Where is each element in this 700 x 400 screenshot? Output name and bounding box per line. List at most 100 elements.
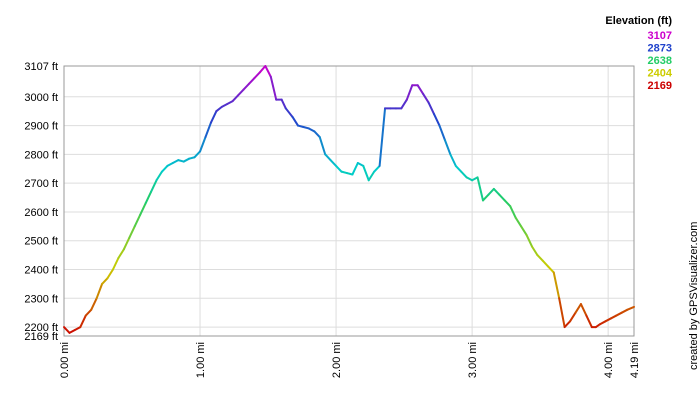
elevation-segment [284, 107, 294, 118]
elevation-segment [111, 256, 120, 271]
elevation-segment [367, 170, 376, 182]
y-tick-label: 2700 ft [24, 178, 58, 190]
legend-entry: 2873 [648, 43, 672, 55]
elevation-segment [536, 254, 544, 262]
legend-title: Elevation (ft) [605, 15, 672, 27]
elevation-segment [101, 277, 109, 285]
elevation-segment [487, 187, 495, 196]
legend-entry: 2638 [648, 55, 672, 67]
elevation-segment [63, 326, 71, 334]
y-tick-label: 2900 ft [24, 121, 58, 133]
elevation-segment [503, 199, 512, 208]
y-tick-label: 2500 ft [24, 236, 58, 248]
y-tick-label: 2200 ft [24, 322, 58, 334]
elevation-segment [378, 107, 387, 167]
elevation-segment [492, 187, 501, 196]
elevation-segment [150, 179, 158, 193]
elevation-segment [626, 305, 635, 311]
elevation-segment [215, 105, 223, 113]
elevation-segment [193, 150, 202, 159]
elevation-segment [133, 213, 142, 228]
elevation-segment [280, 98, 287, 110]
elevation-segment [356, 162, 365, 167]
elevation-segment [95, 282, 104, 300]
elevation-segment [498, 193, 506, 202]
elevation-segment [155, 170, 163, 182]
elevation-segment [585, 314, 593, 329]
elevation-segment [481, 193, 490, 202]
elevation-segment [433, 113, 441, 127]
y-tick-label: 2300 ft [24, 293, 58, 305]
elevation-segment [117, 248, 125, 259]
elevation-segment [204, 121, 212, 139]
x-tick-label: 2.00 mi [331, 342, 343, 378]
elevation-segment [182, 157, 191, 163]
elevation-segment [79, 314, 87, 329]
elevation-segment [166, 162, 174, 167]
elevation-segment [144, 190, 153, 205]
elevation-segment [514, 216, 523, 228]
legend-entry: 3107 [648, 30, 672, 42]
elevation-segment [615, 311, 623, 317]
elevation-segment [313, 130, 321, 139]
elevation-segment [416, 84, 425, 95]
elevation-segment [422, 92, 430, 104]
elevation-segment [237, 88, 245, 97]
axis-layer [63, 65, 635, 337]
elevation-segment [563, 320, 572, 329]
elevation-segment [199, 136, 207, 153]
elevation-segment [307, 127, 316, 133]
elevation-segment [253, 71, 261, 80]
x-tick-label: 4.19 mi [629, 342, 641, 378]
x-tick-label: 1.00 mi [195, 342, 207, 378]
elevation-segment [558, 297, 566, 329]
x-tick-label: 3.00 mi [467, 342, 479, 378]
elevation-segment [552, 271, 561, 300]
elevation-segment [324, 153, 332, 162]
credit-text: created by GPSVisualizer.com [688, 222, 700, 370]
grid-layer [64, 65, 634, 336]
elevation-segment [209, 110, 218, 124]
elevation-segment [139, 202, 147, 216]
elevation-segment [90, 297, 98, 311]
y-tick-label: 2169 ft [24, 331, 58, 343]
y-tick-label: 2600 ft [24, 207, 58, 219]
elevation-segment [291, 115, 299, 127]
x-tick-label: 0.00 mi [59, 342, 71, 378]
y-tick-label: 2800 ft [24, 149, 58, 161]
elevation-segment [525, 233, 533, 248]
elevation-segment [373, 164, 381, 173]
elevation-segment [226, 100, 234, 105]
elevation-segment [427, 101, 436, 116]
elevation-segment [400, 98, 408, 110]
elevation-segment [84, 308, 93, 317]
elevation-segment [351, 162, 359, 176]
elevation-segment [541, 259, 550, 268]
x-tick-label: 4.00 mi [603, 342, 615, 378]
elevation-segment [574, 303, 582, 314]
plot-frame [63, 65, 635, 337]
elevation-segment [269, 75, 278, 101]
elevation-segment [530, 245, 539, 257]
elevation-segment [569, 311, 577, 323]
elevation-segment [579, 303, 588, 317]
elevation-segment [520, 225, 528, 236]
x-tick-labels: 0.00 mi 1.00 mi 2.00 mi 3.00 mi 4.00 mi 4.19 … [59, 342, 641, 378]
elevation-segment [242, 82, 251, 91]
elevation-segment [609, 314, 618, 320]
elevation-segment [68, 328, 76, 334]
elevation-segment [248, 77, 256, 85]
elevation-segment [438, 124, 446, 141]
elevation-segment [171, 159, 180, 165]
elevation-line [63, 65, 635, 334]
elevation-segment [547, 265, 555, 274]
elevation-segment [449, 153, 457, 167]
elevation-segment [443, 138, 452, 156]
legend-entry: 2404 [648, 68, 673, 80]
elevation-segment [258, 65, 267, 74]
elevation-segment [620, 308, 629, 314]
elevation-segment [220, 102, 229, 108]
